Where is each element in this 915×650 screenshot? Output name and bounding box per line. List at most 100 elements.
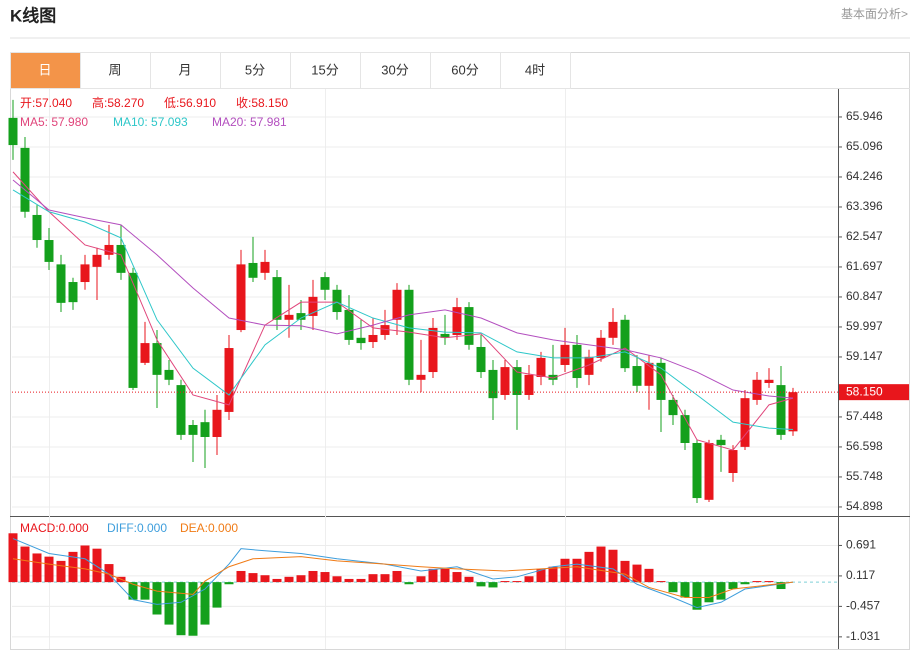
legend-entry: DEA:0.000 (180, 521, 238, 535)
tab-label[interactable]: 15分 (311, 62, 338, 77)
macd-bar (152, 582, 162, 615)
macd-bar (620, 560, 630, 583)
candle-body (416, 374, 426, 380)
candle-body (704, 442, 714, 500)
candle-body (428, 327, 438, 373)
macd-bar (284, 576, 294, 583)
candle-body (452, 307, 462, 335)
indicator-line (12, 179, 794, 399)
macd-bar (764, 581, 774, 583)
macd-bar (200, 582, 210, 625)
tab[interactable] (10, 52, 81, 89)
candle-body (248, 262, 258, 278)
macd-bar (32, 553, 42, 583)
macd-bar (380, 574, 390, 583)
candle-body (272, 277, 282, 320)
candle-body (260, 261, 270, 273)
tab-label[interactable]: 月 (178, 62, 191, 77)
macd-bar (560, 558, 570, 583)
candle-body (536, 357, 546, 377)
candle-body (80, 264, 90, 283)
candle-body (188, 424, 198, 435)
candle-body (788, 392, 798, 432)
candle-body (692, 442, 702, 499)
candle-body (404, 289, 414, 380)
candle-body (548, 374, 558, 380)
macd-bar (716, 582, 726, 600)
macd-bar (332, 576, 342, 583)
tab-label[interactable]: 30分 (381, 62, 408, 77)
y-tick-label: 65.946 (846, 109, 883, 123)
macd-bar (92, 548, 102, 583)
macd-bar (584, 551, 594, 583)
tab[interactable] (150, 52, 221, 89)
macd-bar (572, 558, 582, 583)
candle-body (560, 344, 570, 365)
tab-label[interactable]: 5分 (245, 62, 265, 77)
macd-bar (272, 578, 282, 583)
candle-body (152, 343, 162, 375)
legend-entry: MA5: 57.980 (20, 115, 88, 129)
y-tick-label: -1.031 (846, 629, 880, 643)
macd-bar (320, 572, 330, 583)
macd-bar (464, 576, 474, 583)
candle-body (92, 254, 102, 267)
macd-bar (476, 582, 486, 587)
candle-body (332, 289, 342, 313)
macd-bar (692, 582, 702, 610)
candle-body (116, 244, 126, 273)
y-tick-label: 59.997 (846, 319, 883, 333)
macd-bar (524, 576, 534, 583)
candle-body (380, 325, 390, 335)
candle-body (440, 333, 450, 338)
macd-bar (296, 575, 306, 583)
candle-body (224, 348, 234, 412)
macd-bar (536, 568, 546, 583)
page-title: K线图 (10, 5, 56, 25)
candle-body (200, 422, 210, 437)
tab-label[interactable]: 日 (38, 62, 51, 77)
candle-body (20, 147, 30, 212)
macd-bar (140, 582, 150, 600)
macd-bar (704, 582, 714, 603)
macd-bar (428, 568, 438, 583)
candle-body (344, 309, 354, 340)
candle-body (620, 319, 630, 369)
legend-entry: DIFF:0.000 (107, 521, 167, 535)
y-tick-label: 61.697 (846, 259, 883, 273)
y-tick-label: 63.396 (846, 199, 883, 213)
candle-body (464, 307, 474, 345)
candle-body (140, 343, 150, 363)
macd-bar (656, 581, 666, 583)
tab[interactable] (80, 52, 151, 89)
tab[interactable] (290, 52, 361, 89)
tab-label[interactable]: 60分 (451, 62, 478, 77)
candle-body (128, 272, 138, 388)
indicator-line (12, 556, 794, 599)
last-price-tag (839, 384, 909, 401)
candle-body (212, 409, 222, 437)
indicator-line (12, 189, 794, 430)
tab-label[interactable]: 周 (108, 62, 121, 77)
candle-body (716, 439, 726, 446)
macd-bar (680, 582, 690, 598)
y-tick-label: -0.457 (846, 599, 880, 613)
macd-bar (668, 582, 678, 593)
candle-body (656, 362, 666, 400)
candle-body (728, 450, 738, 473)
fundamental-link[interactable]: 基本面分析> (841, 7, 908, 21)
macd-bar (452, 572, 462, 583)
candle-body (236, 264, 246, 331)
y-tick-label: 59.147 (846, 349, 883, 363)
y-tick-label: 64.246 (846, 169, 883, 183)
candle-body (500, 367, 510, 395)
last-price-label: 58.150 (846, 384, 883, 398)
macd-bar (488, 582, 498, 588)
y-tick-label: 56.598 (846, 439, 883, 453)
macd-bar (56, 560, 66, 583)
candle-body (32, 214, 42, 241)
tab[interactable] (500, 52, 571, 89)
ohlc-info: 高:58.270 (92, 95, 144, 110)
tab-label[interactable]: 4时 (525, 62, 545, 77)
